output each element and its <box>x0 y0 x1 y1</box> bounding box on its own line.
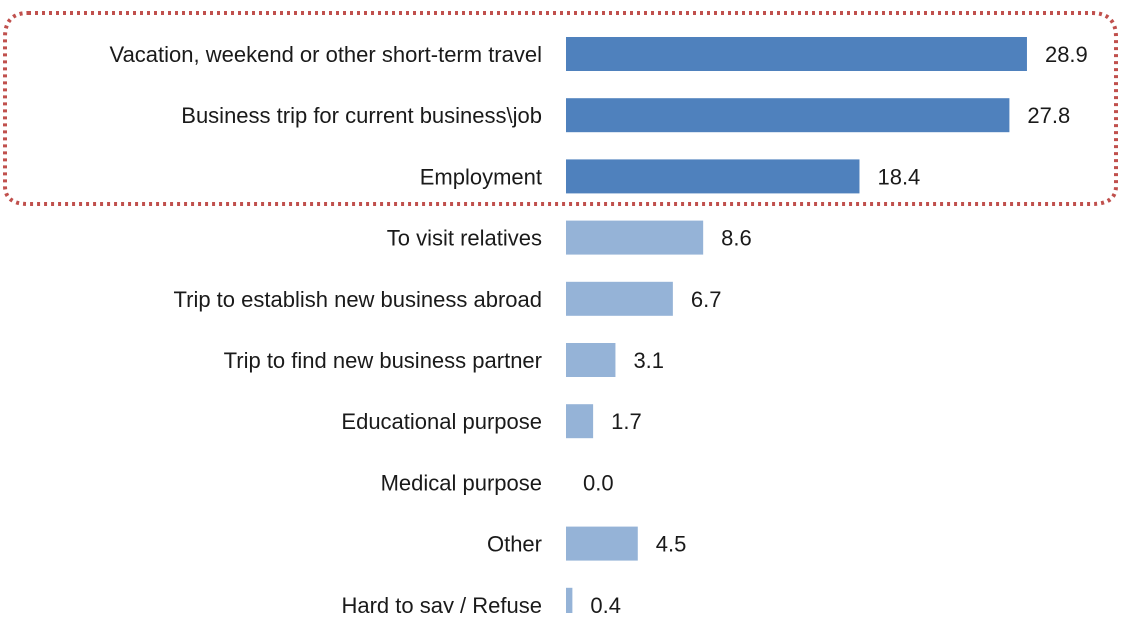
category-label: Hard to say / Refuse <box>341 593 542 613</box>
category-label: Vacation, weekend or other short-term tr… <box>110 42 542 67</box>
value-label: 8.6 <box>721 226 752 251</box>
category-label: Business trip for current business\job <box>181 103 542 128</box>
value-label: 4.5 <box>656 532 687 557</box>
value-label: 0.4 <box>590 593 621 613</box>
category-label: Trip to find new business partner <box>224 348 542 373</box>
bar <box>566 587 573 618</box>
value-label: 3.1 <box>633 348 664 373</box>
bar <box>566 98 1010 133</box>
bars-layer: Vacation, weekend or other short-term tr… <box>110 37 1088 618</box>
bar <box>566 343 616 377</box>
category-label: Trip to establish new business abroad <box>174 287 543 312</box>
category-label: Educational purpose <box>341 409 542 434</box>
category-label: Employment <box>420 164 542 189</box>
bar <box>566 526 638 561</box>
value-label: 1.7 <box>611 409 642 434</box>
value-label: 18.4 <box>877 164 920 189</box>
value-label: 6.7 <box>691 287 722 312</box>
value-label: 27.8 <box>1027 103 1070 128</box>
bar <box>566 220 704 255</box>
bar <box>566 37 1027 71</box>
value-label: 28.9 <box>1045 42 1088 67</box>
bar <box>566 281 673 316</box>
category-label: Medical purpose <box>381 470 542 495</box>
bar <box>566 404 594 439</box>
value-label: 0.0 <box>583 470 614 495</box>
category-label: Other <box>487 532 542 557</box>
bar <box>566 159 860 194</box>
category-label: To visit relatives <box>387 226 542 251</box>
